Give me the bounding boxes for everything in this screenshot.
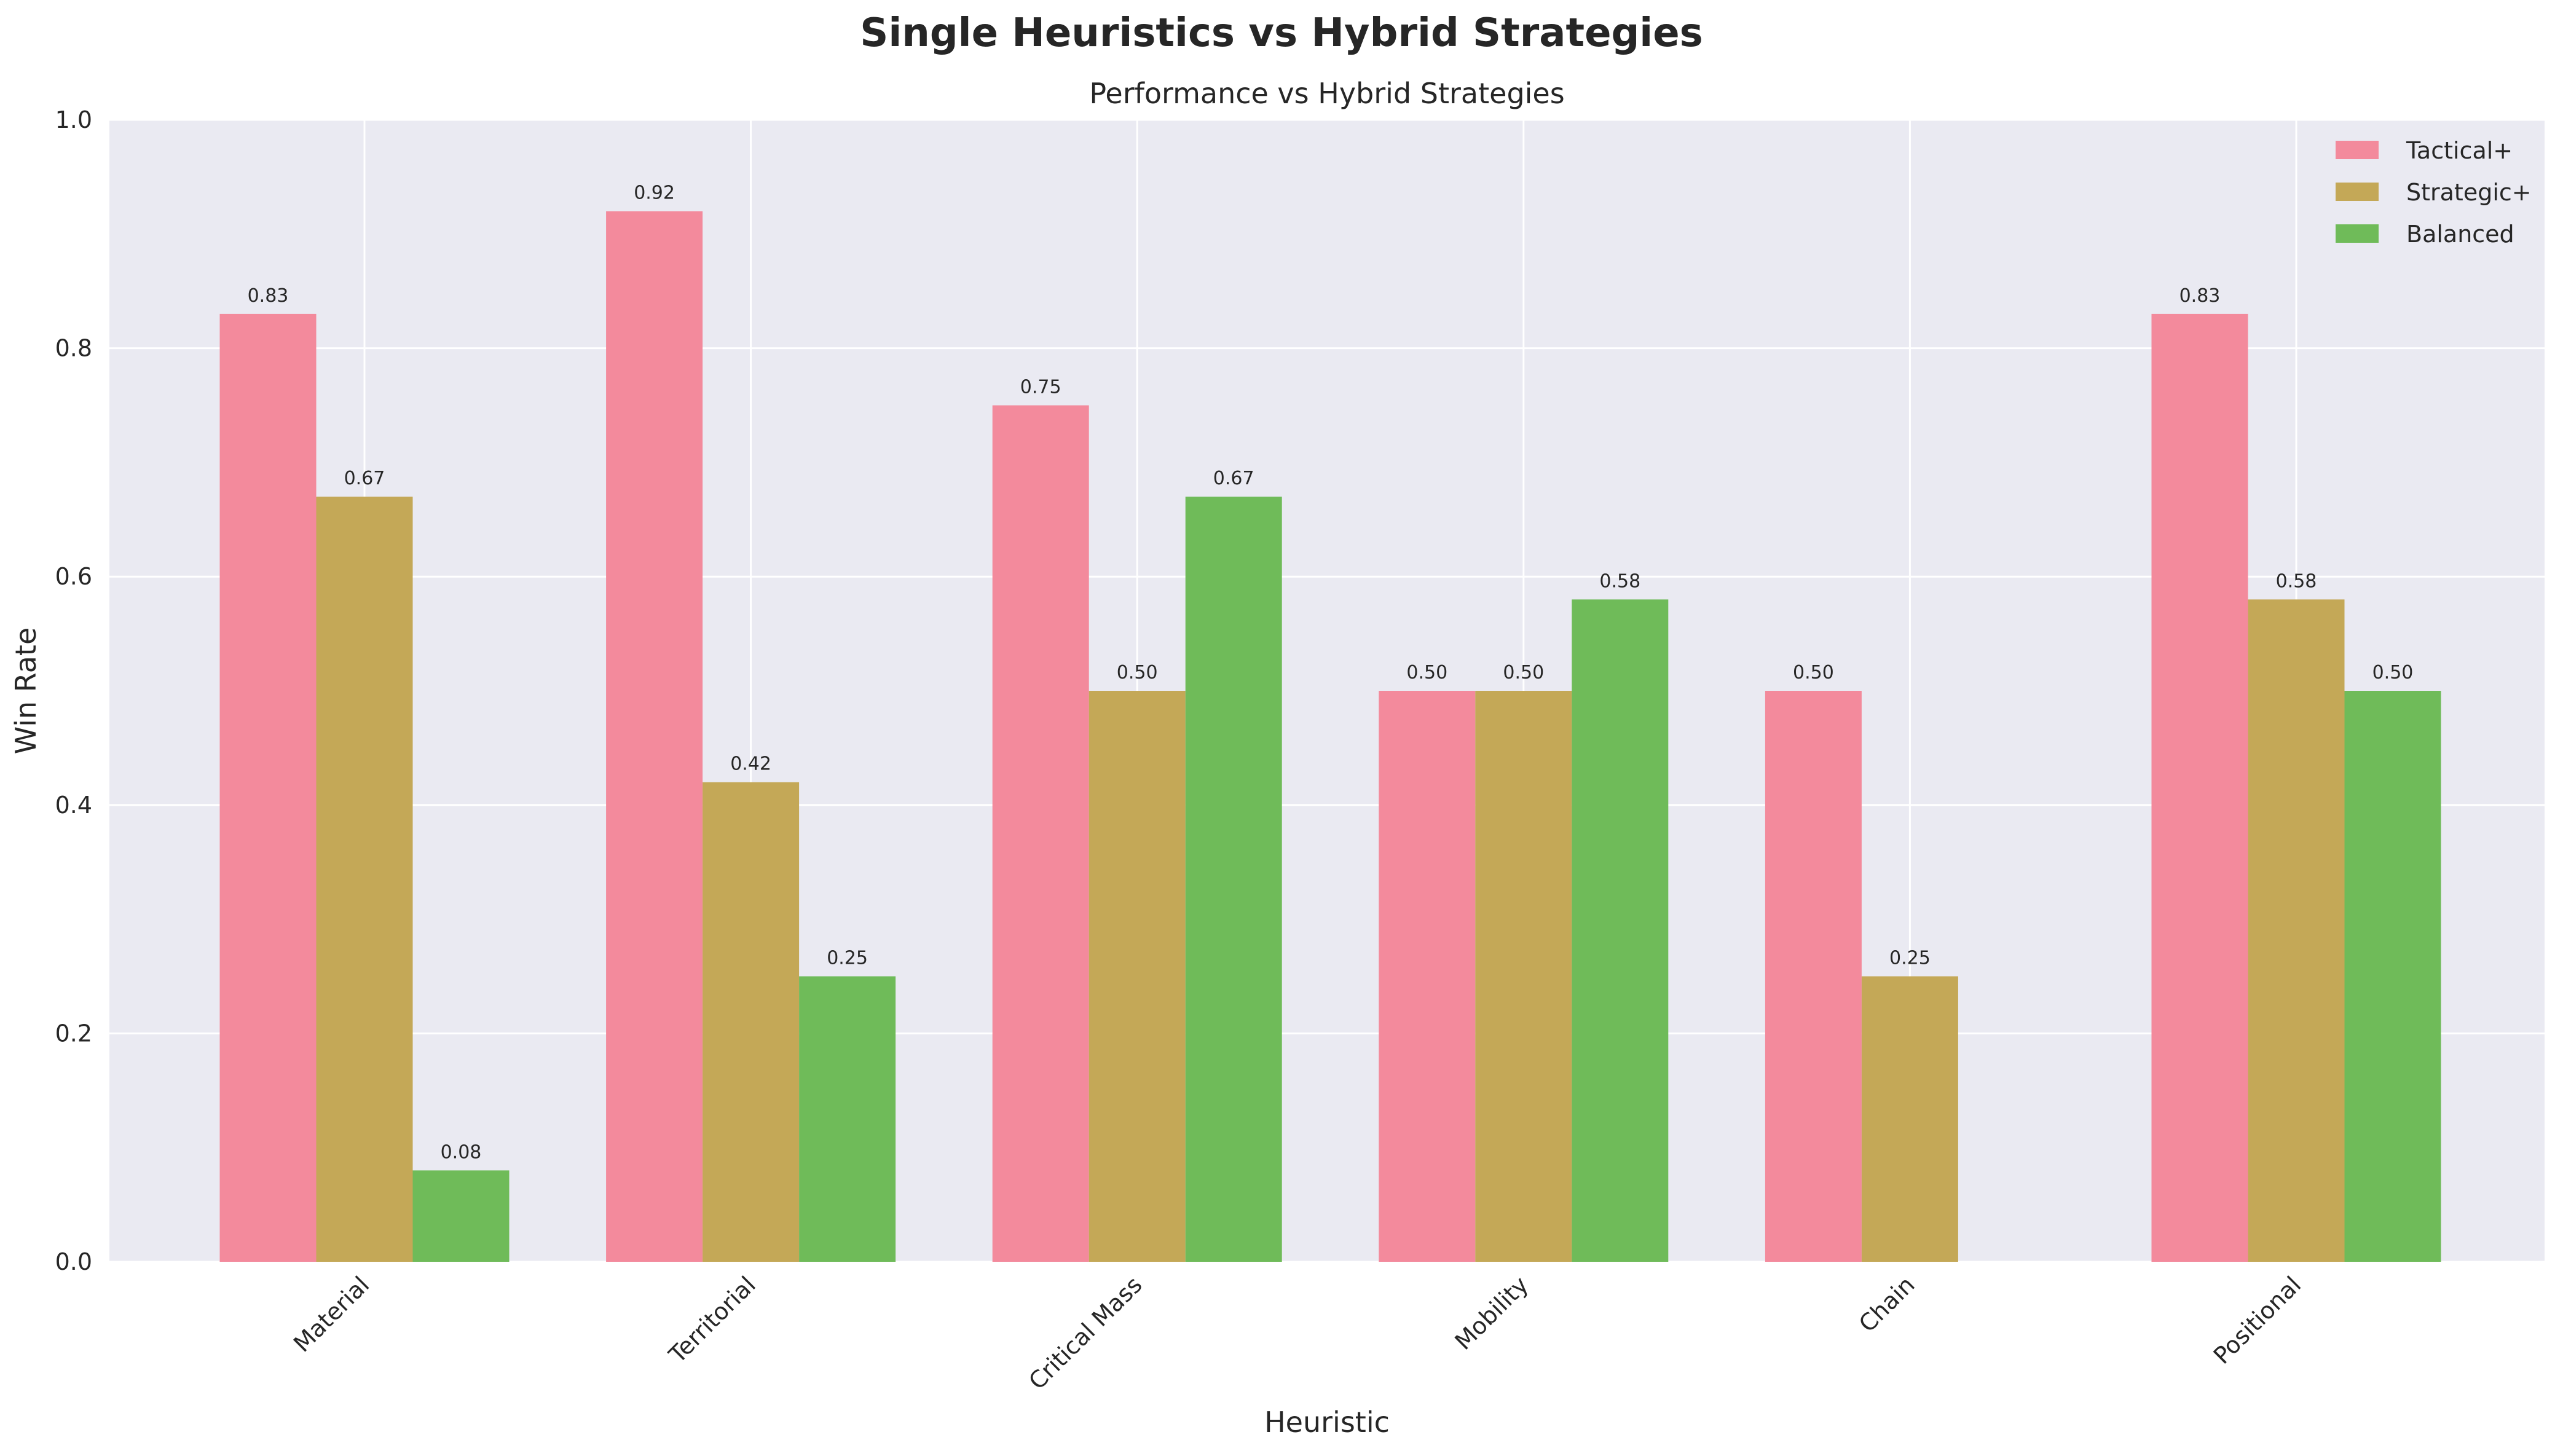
bar-value-label: 0.83: [248, 285, 289, 307]
bar: [992, 405, 1089, 1262]
chart-subtitle: Performance vs Hybrid Strategies: [1089, 77, 1564, 110]
bar: [412, 1170, 510, 1262]
bar: [219, 313, 317, 1262]
y-axis: 0.0 0.2 0.4 0.6 0.8 1.0: [55, 106, 92, 1275]
bar: [1572, 599, 1669, 1262]
chart-title: Single Heuristics vs Hybrid Strategies: [860, 10, 1703, 56]
legend: Tactical+ Strategic+ Balanced: [2336, 137, 2532, 248]
x-tick-label: Critical Mass: [1023, 1271, 1147, 1395]
bar: [799, 976, 896, 1262]
bar-value-label: 0.50: [1117, 662, 1158, 683]
legend-label: Tactical+: [2406, 137, 2513, 164]
bar: [606, 211, 703, 1262]
x-tick-label: Positional: [2208, 1271, 2307, 1369]
legend-swatch: [2336, 183, 2379, 201]
x-axis-label: Heuristic: [1264, 1406, 1390, 1439]
bar: [316, 497, 413, 1262]
bar: [1765, 691, 1862, 1262]
bar: [2248, 599, 2345, 1262]
legend-label: Balanced: [2406, 221, 2514, 248]
x-tick-label: Chain: [1854, 1271, 1920, 1337]
bar: [2344, 691, 2441, 1262]
bar-value-label: 0.58: [2276, 570, 2317, 592]
legend-label: Strategic+: [2406, 179, 2532, 206]
bar: [2151, 313, 2248, 1262]
bar: [1379, 691, 1476, 1262]
data-labels: 0.83 0.92 0.75 0.50 0.50 0.83 0.67 0.42 0.50 0.50…: [248, 183, 2414, 1163]
bar-value-label: 0.92: [634, 183, 675, 204]
bar-value-label: 0.50: [2372, 662, 2414, 683]
bar-value-label: 0.50: [1793, 662, 1834, 683]
bar-value-label: 0.50: [1406, 662, 1447, 683]
bar: [1861, 976, 1958, 1262]
x-tick-label: Material: [288, 1271, 374, 1357]
bar: [1185, 497, 1282, 1262]
bar: [703, 782, 800, 1262]
y-tick-label: 0.8: [55, 335, 92, 362]
bars: [219, 211, 2441, 1262]
bar-value-label: 0.67: [1213, 468, 1254, 489]
x-tick-label: Territorial: [663, 1271, 761, 1369]
bar-value-label: 0.25: [1889, 948, 1931, 969]
bar-value-label: 0.50: [1503, 662, 1544, 683]
bar-value-label: 0.42: [730, 754, 771, 775]
x-axis: Material Territorial Critical Mass Mobility…: [288, 1271, 2306, 1395]
bar: [1475, 691, 1572, 1262]
bar-value-label: 0.08: [441, 1141, 482, 1163]
bar-value-label: 0.58: [1599, 570, 1640, 592]
bar-value-label: 0.75: [1020, 377, 1061, 398]
legend-swatch: [2336, 224, 2379, 243]
y-tick-label: 1.0: [55, 106, 92, 133]
y-axis-label: Win Rate: [9, 628, 42, 755]
x-tick-label: Mobility: [1450, 1271, 1534, 1355]
bar-value-label: 0.67: [344, 468, 385, 489]
y-tick-label: 0.6: [55, 563, 92, 590]
y-tick-label: 0.2: [55, 1020, 92, 1047]
y-tick-label: 0.4: [55, 792, 92, 819]
bar-value-label: 0.83: [2179, 285, 2221, 307]
plot-area: [109, 120, 2545, 1262]
bar: [1089, 691, 1186, 1262]
legend-swatch: [2336, 141, 2379, 159]
bar-value-label: 0.25: [827, 948, 868, 969]
y-tick-label: 0.0: [55, 1248, 92, 1275]
